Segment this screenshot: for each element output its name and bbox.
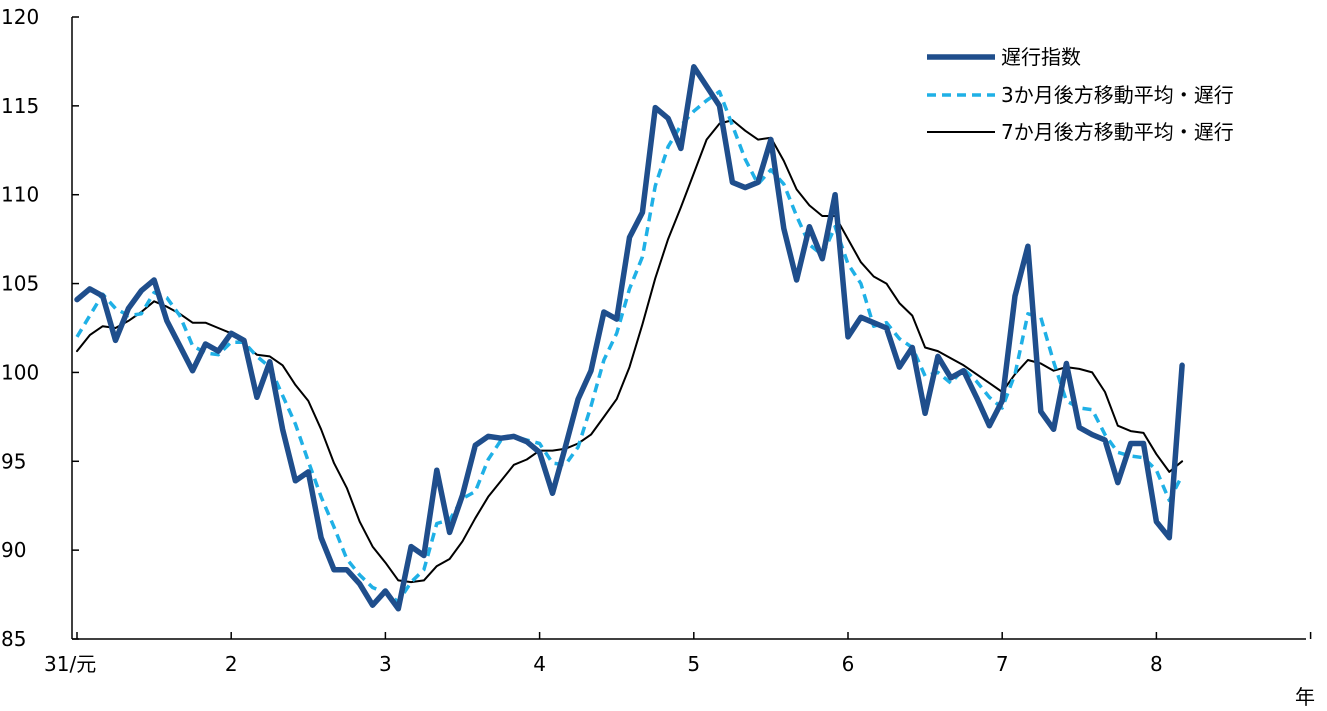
y-tick-label: 115 [1,94,39,118]
legend: 遅行指数 3か月後方移動平均・遅行 7か月後方移動平均・遅行 [927,45,1234,144]
x-tick-label: 2 [225,652,238,676]
x-tick-label: 31/元 [44,652,96,676]
series-layer [74,64,1185,612]
series-line-0 [74,64,1185,612]
x-tick-label: 7 [996,652,1009,676]
y-tick-label: 120 [1,5,39,29]
legend-label-0: 遅行指数 [1001,45,1081,69]
x-tick-label: 8 [1150,652,1163,676]
axes: 85 90 95 100 105 110 115 120 31/元 2 3 4 5 6 7 8 年 [1,5,1315,709]
y-tick-label: 85 [1,627,26,651]
y-tick-label: 90 [1,538,26,562]
x-axis-title: 年 [1295,685,1315,709]
x-tick-label: 4 [533,652,546,676]
x-tick-label: 6 [842,652,855,676]
series-line-2 [76,119,1184,584]
y-tick-label: 110 [1,183,39,207]
legend-label-1: 3か月後方移動平均・遅行 [1001,83,1234,107]
y-tick-label: 105 [1,272,39,296]
legend-label-2: 7か月後方移動平均・遅行 [1001,120,1234,144]
y-tick-label: 95 [1,449,26,473]
y-tick-label: 100 [1,360,39,384]
x-tick-label: 5 [687,652,700,676]
x-tick-label: 3 [379,652,392,676]
